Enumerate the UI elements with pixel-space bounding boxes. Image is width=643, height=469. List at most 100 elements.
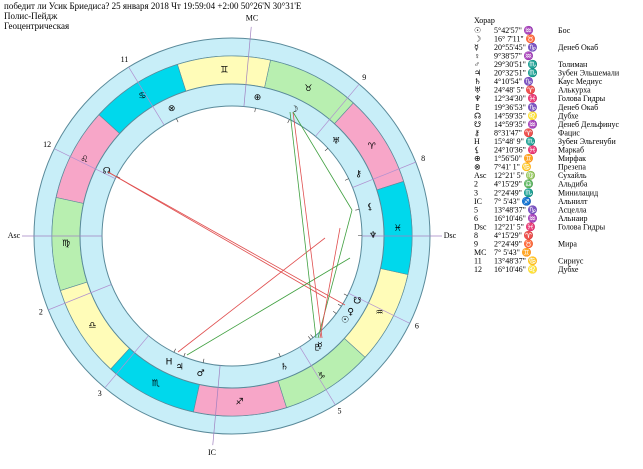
- planet-glyph: ♇: [313, 344, 321, 354]
- row-symbol: ♀: [474, 51, 480, 60]
- row-position: 8°31'47" ♈: [494, 127, 534, 137]
- planet-tick: [176, 118, 179, 123]
- planet-tick: [202, 358, 205, 363]
- planet-tick: [116, 175, 121, 179]
- aspect-lines: [107, 111, 353, 356]
- row-star: Альдиба: [558, 180, 588, 189]
- house-number: 3: [98, 389, 102, 398]
- inner-circle: [101, 105, 363, 367]
- positions-table: Хорар ☉ 5°42'57" ♒ Бос ☽ 16° 7'11" ♉ ☿ 20°55'4…: [474, 16, 620, 274]
- row-symbol: ♃: [474, 69, 481, 78]
- row-star: Дубхе: [558, 265, 579, 274]
- sign-glyph: ♒: [375, 308, 383, 318]
- row-position: 4°10'54" ♑: [494, 76, 534, 86]
- row-symbol: ♅: [474, 86, 481, 95]
- row-position: 16° 7'11" ♉: [494, 33, 536, 43]
- axis-label: Dsc: [444, 231, 457, 240]
- row-position: 2°24'49" ♏: [494, 187, 534, 197]
- row-star: Презепа: [558, 163, 586, 172]
- aspect-line: [319, 227, 341, 339]
- row-position: 4°15'29" ♎: [494, 179, 534, 189]
- house-cusp: [348, 293, 410, 324]
- row-star: Толиман: [558, 60, 588, 69]
- house-cusp: [299, 346, 336, 406]
- row-position: 14°59'35" ♌: [494, 110, 538, 120]
- sign-glyph: ♈: [368, 142, 377, 152]
- aspect-line: [292, 111, 353, 211]
- row-symbol: 6: [474, 214, 478, 223]
- row-symbol: MC: [474, 248, 486, 257]
- row-position: 12°21' 5" ♓: [494, 221, 536, 231]
- row-position: 2°24'49" ♉: [494, 239, 534, 249]
- planet-glyph: ♃: [176, 362, 184, 372]
- planet-glyph: ☽: [290, 105, 298, 115]
- row-position: 1°56'50" ♊: [494, 153, 534, 163]
- row-position: 7° 5'43" ♊: [494, 247, 532, 257]
- row-star: Зубен Эльшемали: [558, 69, 620, 78]
- row-position: 12°34'30" ♓: [494, 93, 538, 103]
- planet-tick: [344, 178, 349, 181]
- planet-glyph: ⊕: [254, 93, 262, 103]
- chart-question: победит ли Усик Бриедиса? 25 января 2018…: [4, 1, 302, 11]
- chart-mode: Геоцентрическая: [4, 21, 69, 31]
- row-symbol: 8: [474, 231, 478, 240]
- row-symbol: ♆: [474, 94, 481, 103]
- row-symbol: ⊕: [474, 154, 481, 163]
- planet-glyph: ⚷: [355, 169, 362, 179]
- aspect-line: [292, 111, 323, 339]
- planet-glyph: ♀: [347, 308, 354, 318]
- sign-glyph: ♌: [81, 155, 89, 165]
- row-star: Зубен Эльгенуби: [558, 137, 616, 146]
- row-symbol: 12: [474, 265, 482, 274]
- row-symbol: ☽: [474, 34, 481, 43]
- aspect-line: [289, 111, 317, 339]
- planet-glyph: ⊗: [168, 104, 176, 114]
- row-star: Голова Гидры: [558, 94, 606, 103]
- axis-label: IC: [208, 448, 216, 457]
- row-position: 20°55'45" ♑: [494, 42, 538, 52]
- house-cusp: [128, 66, 165, 126]
- aspect-line: [107, 171, 327, 299]
- planet-glyph: ☋: [353, 296, 361, 306]
- row-position: 16°10'46" ♒: [494, 213, 538, 223]
- axis-label: Asc: [8, 231, 21, 240]
- aspect-line: [186, 257, 351, 356]
- row-star: Асцелла: [558, 205, 587, 214]
- house-number: 12: [43, 140, 51, 149]
- planet-tick: [254, 108, 256, 113]
- house-number: 5: [338, 407, 342, 416]
- row-star: Маркаб: [558, 146, 584, 155]
- house-cusp: [352, 161, 416, 188]
- planet-tick: [324, 148, 329, 152]
- planet-tick: [308, 336, 311, 340]
- row-star: Бос: [558, 26, 571, 35]
- row-symbol: 3: [474, 188, 478, 197]
- row-position: 7° 5'43" ♐: [494, 196, 532, 206]
- row-star: Альнилт: [558, 197, 588, 206]
- row-symbol: Dsc: [474, 222, 487, 231]
- house-cusp: [104, 335, 149, 389]
- planet-glyph: ♄: [280, 362, 288, 372]
- row-star: Сириус: [558, 257, 584, 266]
- row-position: 13°48'37" ♑: [494, 204, 538, 214]
- row-symbol: ☊: [474, 111, 481, 120]
- row-star: Фацис: [558, 128, 580, 137]
- row-position: 7°41' 1" ♋: [494, 162, 532, 172]
- house-number: 11: [121, 55, 129, 64]
- row-symbol: ☋: [474, 120, 481, 129]
- planet-tick: [173, 348, 176, 353]
- house-number: 6: [415, 322, 419, 331]
- row-position: 15°48' 9" ♏: [494, 136, 536, 146]
- row-symbol: 5: [474, 205, 478, 214]
- row-star: Мира: [558, 240, 577, 249]
- row-symbol: ☿: [474, 43, 479, 52]
- row-position: 14°59'35" ♒: [494, 119, 538, 129]
- aspect-line: [177, 237, 326, 353]
- row-star: Мирфак: [558, 154, 586, 163]
- row-symbol: ⊗: [474, 163, 481, 172]
- house-cusp: [54, 148, 116, 179]
- row-position: 16°10'46" ♌: [494, 264, 538, 274]
- row-symbol: ♄: [474, 77, 481, 86]
- row-symbol: H: [474, 137, 480, 146]
